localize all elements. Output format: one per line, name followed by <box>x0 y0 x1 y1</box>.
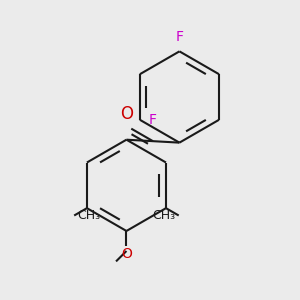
Text: O: O <box>120 105 134 123</box>
Text: CH₃: CH₃ <box>153 209 176 222</box>
Text: F: F <box>176 30 183 44</box>
Text: F: F <box>148 113 156 127</box>
Text: CH₃: CH₃ <box>77 209 100 222</box>
Text: O: O <box>121 247 132 261</box>
